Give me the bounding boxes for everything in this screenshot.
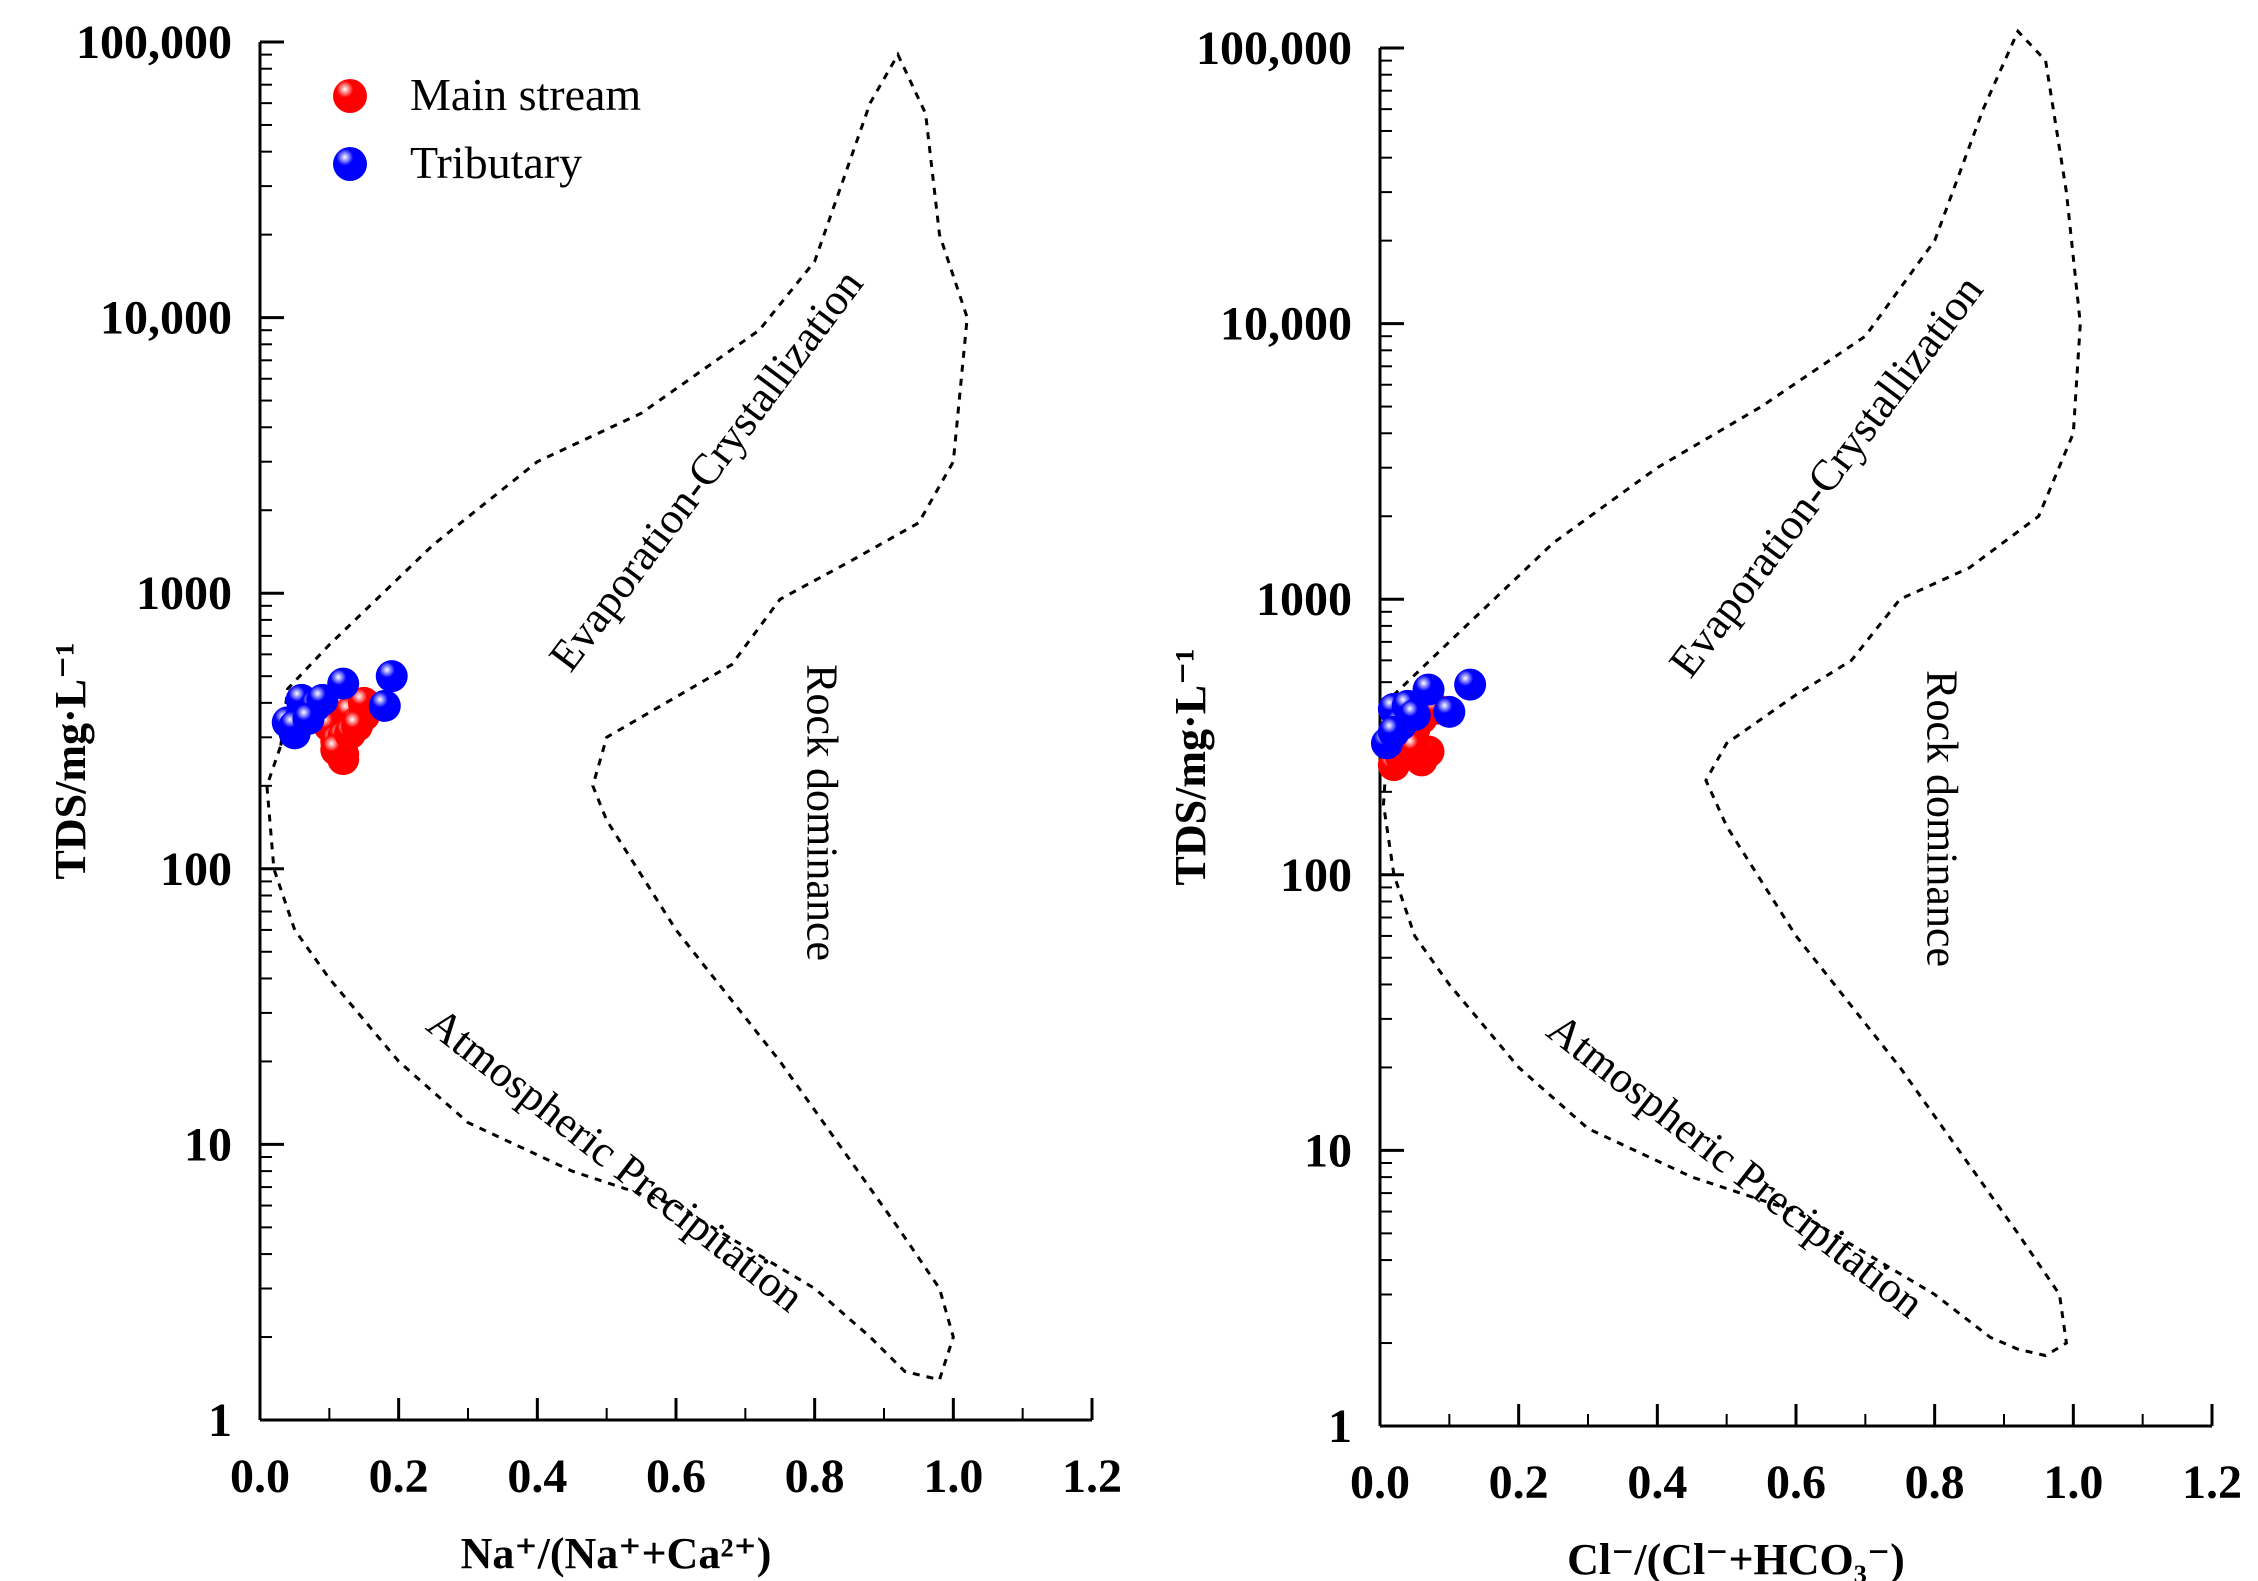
region-label-atmospheric: Atmospheric Precipitation xyxy=(418,998,813,1322)
y-tick-label: 100,000 xyxy=(76,16,232,69)
y-tick-label: 1 xyxy=(208,1394,232,1447)
x-tick-label: 1.0 xyxy=(2043,1456,2103,1509)
legend-label: Tributary xyxy=(410,137,582,188)
y-tick-label: 10,000 xyxy=(1220,298,1352,351)
x-tick-label: 0.2 xyxy=(1489,1456,1549,1509)
data-point xyxy=(327,667,360,700)
y-tick-label: 100 xyxy=(1280,849,1352,902)
series-tributary xyxy=(1370,668,1487,760)
x-tick-label: 0.2 xyxy=(369,1450,429,1503)
legend-label: Main stream xyxy=(410,69,641,120)
y-tick-label: 1000 xyxy=(136,567,232,620)
x-tick-label: 1.0 xyxy=(923,1450,983,1503)
x-tick-label: 1.2 xyxy=(1062,1450,1122,1503)
x-tick-label: 1.2 xyxy=(2182,1456,2242,1509)
data-point xyxy=(1412,673,1445,706)
y-tick-label: 10 xyxy=(1304,1124,1352,1177)
legend: Main stream Tributary xyxy=(333,69,641,188)
legend-marker xyxy=(333,79,367,113)
y-tick-label: 1 xyxy=(1328,1400,1352,1453)
y-tick-label: 10 xyxy=(184,1118,232,1171)
data-point xyxy=(292,702,325,735)
x-axis-title: Cl⁻/(Cl⁻+HCO₃⁻) xyxy=(1567,1535,1905,1581)
region-label-rock: Rock dominance xyxy=(798,664,847,961)
x-tick-label: 0.6 xyxy=(1766,1456,1826,1509)
x-tick-label: 0.6 xyxy=(646,1450,706,1503)
x-tick-label: 0.8 xyxy=(1905,1456,1965,1509)
region-label-evaporation: Evaporation-Crystallization xyxy=(539,260,872,680)
y-axis-title: TDS/mg·L⁻¹ xyxy=(46,643,95,880)
y-axis-title: TDS/mg·L⁻¹ xyxy=(1166,649,1215,886)
region-label-evaporation: Evaporation-Crystallization xyxy=(1659,266,1992,686)
data-point xyxy=(1433,695,1466,728)
data-point xyxy=(341,709,374,742)
x-tick-label: 0.4 xyxy=(1627,1456,1687,1509)
region-label-atmospheric: Atmospheric Precipitation xyxy=(1538,1004,1933,1328)
y-tick-label: 1000 xyxy=(1256,573,1352,626)
x-tick-label: 0.0 xyxy=(1350,1456,1410,1509)
data-point xyxy=(368,689,401,722)
data-point xyxy=(1454,668,1487,701)
y-tick-label: 100,000 xyxy=(1196,22,1352,75)
chart-panel-right: 0.0 0.2 0.4 0.6 0.8 1.0 1.2 1 10 100 1000 10,000 100… xyxy=(1166,22,2242,1581)
x-tick-label: 0.0 xyxy=(230,1450,290,1503)
legend-marker xyxy=(333,147,367,181)
gibbs-boundary xyxy=(265,51,969,1382)
data-point xyxy=(375,660,408,693)
x-axis-title: Na⁺/(Na⁺+Ca²⁺) xyxy=(461,1529,772,1578)
x-tick-label: 0.8 xyxy=(785,1450,845,1503)
y-tick-label: 100 xyxy=(160,843,232,896)
y-tick-label: 10,000 xyxy=(100,292,232,345)
region-label-rock: Rock dominance xyxy=(1918,670,1967,967)
series-tributary xyxy=(271,660,408,750)
data-point xyxy=(1377,715,1410,748)
x-tick-label: 0.4 xyxy=(507,1450,567,1503)
chart-panel-left: 0.0 0.2 0.4 0.6 0.8 1.0 1.2 1 10 100 1000 10,000 100… xyxy=(46,16,1122,1578)
